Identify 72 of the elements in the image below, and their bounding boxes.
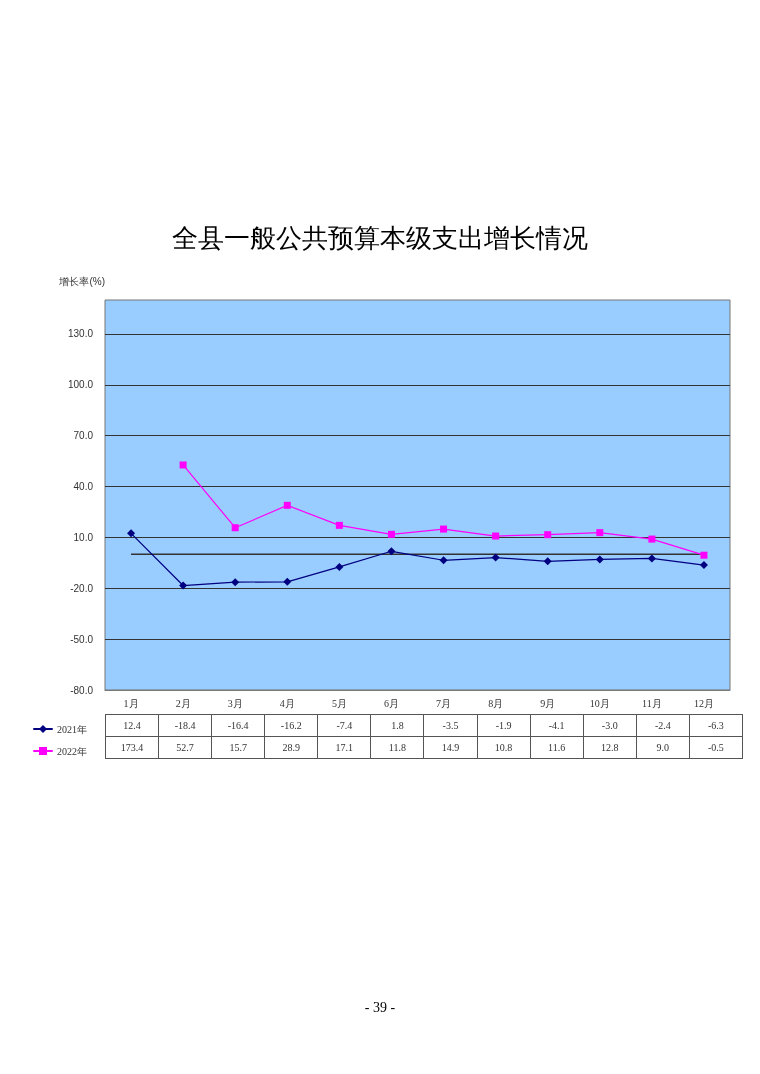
data-label: -3.5: [423, 714, 478, 737]
data-label: 12.4: [105, 714, 159, 737]
data-label: -7.4: [317, 714, 371, 737]
data-label: 14.9: [423, 736, 478, 759]
data-label: -4.1: [530, 714, 584, 737]
y-tick-label: 10.0: [73, 531, 94, 543]
data-label: 17.1: [317, 736, 371, 759]
point: [647, 554, 656, 563]
x-tick-label: 3月: [227, 697, 243, 709]
point: [648, 535, 656, 543]
y-tick-label: -80.0: [70, 684, 94, 696]
point: [387, 547, 396, 556]
data-label: 52.7: [158, 736, 212, 759]
data-label: -16.4: [211, 714, 265, 737]
x-tick-label: 7月: [436, 697, 452, 709]
y-tick-label: 100.0: [67, 379, 94, 391]
y-tick-label: -20.0: [70, 582, 94, 594]
data-label: -3.0: [583, 714, 637, 737]
text: 173.4: [120, 742, 144, 753]
data-label: 15.7: [211, 736, 265, 759]
data-label: -0.5: [689, 736, 743, 759]
chart-title: 全县一般公共预算本级支出增长情况: [172, 223, 588, 253]
data-label: -16.2: [264, 714, 318, 737]
point: [543, 557, 552, 566]
y-tick-label: -50.0: [70, 633, 94, 645]
data-label: 11.8: [370, 736, 424, 759]
point: [544, 531, 552, 539]
point: [439, 556, 448, 565]
x-tick-label: 1月: [123, 697, 139, 709]
y-tick-label: 130.0: [67, 328, 94, 340]
point: [595, 555, 604, 564]
x-tick-label: 2月: [175, 697, 191, 709]
data-label: -18.4: [158, 714, 212, 737]
y-tick-label: 40.0: [73, 481, 94, 493]
point: [179, 461, 187, 469]
y-axis-title: 增长率(%): [58, 275, 105, 287]
text: - 39 -: [363, 1000, 397, 1016]
point: [231, 578, 240, 587]
x-tick-label: 4月: [279, 697, 295, 709]
point: [491, 553, 500, 562]
data-label: -2.4: [636, 714, 690, 737]
point: [492, 532, 500, 540]
y-tick-label: 70.0: [73, 430, 94, 442]
data-label: 1.8: [370, 714, 424, 737]
data-label: -1.9: [477, 714, 531, 737]
x-tick-label: 10月: [589, 697, 610, 709]
data-label: 10.8: [477, 736, 531, 759]
x-tick-label: 5月: [331, 697, 347, 709]
point: [700, 551, 708, 559]
point: [283, 501, 291, 509]
point: [335, 562, 344, 571]
data-label: 9.0: [636, 736, 690, 759]
x-tick-label: 9月: [540, 697, 556, 709]
x-tick-label: 8月: [488, 697, 504, 709]
data-label: 28.9: [264, 736, 318, 759]
point: [283, 577, 292, 586]
data-label: 11.6: [530, 736, 584, 759]
legend-label: 2022年: [57, 745, 87, 757]
x-tick-label: 12月: [693, 697, 714, 709]
point: [596, 529, 604, 537]
point: [179, 581, 188, 590]
point: [231, 524, 239, 532]
point: [699, 561, 708, 570]
x-tick-label: 11月: [642, 697, 662, 709]
x-tick-label: 6月: [383, 697, 399, 709]
point: [335, 521, 343, 529]
point: [387, 530, 395, 538]
point: [127, 529, 136, 538]
point: [440, 525, 448, 533]
legend-label: 2021年: [57, 723, 87, 735]
data-label: -6.3: [689, 714, 743, 737]
data-label: 12.8: [583, 736, 637, 759]
